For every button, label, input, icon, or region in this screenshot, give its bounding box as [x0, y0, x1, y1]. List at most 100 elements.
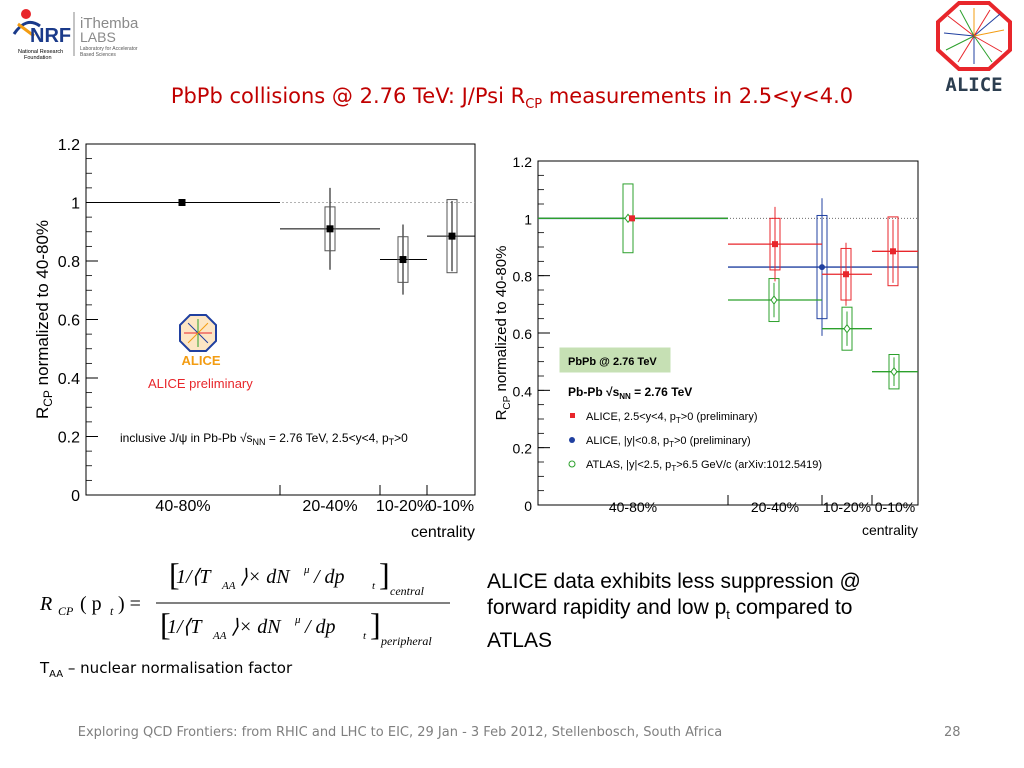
- legend-energy-label-part-2: NN: [619, 392, 631, 401]
- ithemba-sub-2: Based Sciences: [80, 52, 116, 58]
- bracket-close-num: ]: [379, 557, 390, 592]
- observation-text: ALICE data exhibits less suppression @ f…: [487, 569, 957, 654]
- legend-entry-label: ALICE, 2.5<y<4, pT>0 (preliminary): [586, 411, 758, 425]
- num-central: central: [390, 584, 425, 598]
- y-tick-label: 1.2: [513, 154, 533, 170]
- legend-energy-label-part-0: Pb-Pb: [568, 385, 606, 399]
- chart-alice-rcp: 0 0.2 0.4 0.6 0.8 1 1.2 RCP normalized to 40-80…: [33, 133, 482, 545]
- data-sys-box: [324, 206, 336, 252]
- formula-args-t: t: [110, 604, 114, 618]
- y-tick-label: 0.2: [513, 441, 533, 457]
- x-category-label: 10-20%: [376, 498, 431, 515]
- formula-args: ( p: [80, 593, 102, 615]
- observation-line-2-sub: t: [726, 607, 730, 623]
- formula-equals: ) =: [118, 593, 141, 615]
- den-t: t: [363, 630, 367, 642]
- footer-text: Exploring QCD Frontiers: from RHIC and L…: [77, 725, 723, 740]
- data-point: [399, 256, 407, 264]
- red-data-point: [890, 248, 896, 255]
- den-aa: AA: [212, 630, 227, 642]
- red-sys-box: [887, 216, 899, 287]
- y-axis-title-part-0: R: [34, 407, 52, 419]
- y-tick-label: 1: [524, 211, 532, 227]
- green-sys-box: [888, 354, 900, 390]
- num-aa: AA: [221, 580, 236, 592]
- ithemba-sub-1: Laboratory for Accelerator: [80, 46, 138, 52]
- taa-sub: AA: [49, 669, 64, 680]
- title-rest: measurements in 2.5<y<4.0: [542, 84, 854, 108]
- alice-small-logo-icon: [179, 314, 217, 352]
- alice-logo: ALICE: [936, 1, 1012, 96]
- alice-octagon-icon: [936, 1, 1012, 71]
- legend-entry-label-part-1: T: [671, 464, 676, 473]
- legend-entry-label-part-0: ALICE, 2.5<y<4, p: [586, 411, 676, 423]
- y-axis-title-part-1: CP: [41, 390, 55, 407]
- formula-R-sub: CP: [58, 604, 74, 618]
- alice-logo-text: ALICE: [945, 74, 1002, 96]
- observation-line-3: ATLAS: [487, 629, 552, 653]
- num-expr: 1/⟨T: [176, 566, 212, 588]
- y-tick-label: 0.2: [58, 430, 80, 447]
- green-sys-box: [841, 306, 853, 351]
- y-axis-title: RCP normalized to 40-80%: [34, 220, 55, 419]
- alice-preliminary-label: ALICE preliminary: [148, 376, 253, 391]
- legend-header-text: PbPb @ 2.76 TeV: [568, 356, 657, 368]
- alice-small-logo-text: ALICE: [182, 353, 221, 368]
- legend-energy-label: Pb-Pb √sNN = 2.76 TeV: [568, 385, 692, 401]
- legend-entry-label: ALICE, |y|<0.8, pT>0 (preliminary): [586, 435, 751, 449]
- green-data-point: [890, 366, 898, 377]
- y-axis-title: RCP normalized to 40-80%: [493, 246, 513, 421]
- data-point: [178, 199, 186, 206]
- chart-alice-atlas-rcp-svg: 0 0.2 0.4 0.6 0.8 1 1.2 RCP normalized to 40-80…: [493, 154, 919, 538]
- bracket-open-num: [: [169, 557, 180, 592]
- slide-number: 28: [944, 725, 961, 740]
- y-tick-label: 0: [71, 488, 80, 505]
- legend-entry-label-part-1: T: [669, 440, 674, 449]
- legend-entry-label-part-2: >0 (preliminary): [681, 411, 758, 423]
- red-data-point: [843, 271, 849, 278]
- red-data-point: [772, 241, 778, 248]
- x-category-label: 10-20%: [823, 499, 871, 515]
- y-tick-label: 0.4: [513, 383, 533, 399]
- taa-T: T: [40, 659, 50, 677]
- observation-line-1: ALICE data exhibits less suppression @: [487, 570, 861, 593]
- blue-data-point: [819, 264, 825, 271]
- legend-entry-label-part-0: ATLAS, |y|<2.5, p: [586, 459, 671, 471]
- data-point: [326, 225, 334, 233]
- red-data-point: [629, 215, 635, 222]
- nrf-figure-icon: [12, 9, 41, 38]
- x-axis-title: centrality: [411, 524, 475, 541]
- data-sys-box: [446, 199, 458, 274]
- chart1-caption: inclusive J/ψ in Pb-Pb √sNN = 2.76 TeV, …: [120, 431, 408, 447]
- green-data-point: [770, 295, 778, 305]
- alice-small-logo-ray: [187, 322, 209, 344]
- title-sub: CP: [525, 97, 543, 113]
- legend-entry-label-part-0: ALICE, |y|<0.8, p: [586, 435, 669, 447]
- plot-frame: [537, 160, 919, 506]
- red-sys-box: [840, 247, 852, 301]
- green-data-point: [843, 323, 851, 334]
- legend-marker-red-square: [570, 413, 575, 418]
- bracket-open-den: [: [160, 606, 171, 642]
- taa-note: TAA – nuclear normalisation factor: [40, 659, 292, 680]
- y-tick-label: 0.6: [513, 326, 533, 342]
- data-point: [448, 232, 456, 240]
- observation-line-2b: compared to: [729, 596, 853, 619]
- taa-text: – nuclear normalisation factor: [63, 659, 293, 677]
- x-category-label: 20-40%: [751, 499, 799, 515]
- legend-marker-blue-circle: [569, 437, 575, 443]
- y-tick-label: 0.8: [513, 269, 533, 285]
- num-mu: μ: [303, 564, 310, 576]
- x-category-label: 20-40%: [302, 498, 357, 515]
- y-tick-label: 0.8: [58, 254, 80, 271]
- green-sys-box: [768, 278, 780, 323]
- y-axis-title-part-2: normalized to 40-80%: [493, 246, 510, 396]
- x-category-label: 40-80%: [609, 499, 657, 515]
- y-axis-title-part-0: R: [493, 409, 510, 420]
- legend-header-box: [559, 347, 671, 373]
- nrf-subtitle-1: National Research: [18, 49, 63, 55]
- legend-entry-label-part-2: >0 (preliminary): [674, 435, 751, 447]
- chart-alice-atlas-rcp: 0 0.2 0.4 0.6 0.8 1 1.2 RCP normalized to 40-80…: [492, 150, 922, 545]
- chart1-caption-part-1: √s: [240, 431, 253, 445]
- legend-entry-label-part-1: T: [676, 416, 681, 425]
